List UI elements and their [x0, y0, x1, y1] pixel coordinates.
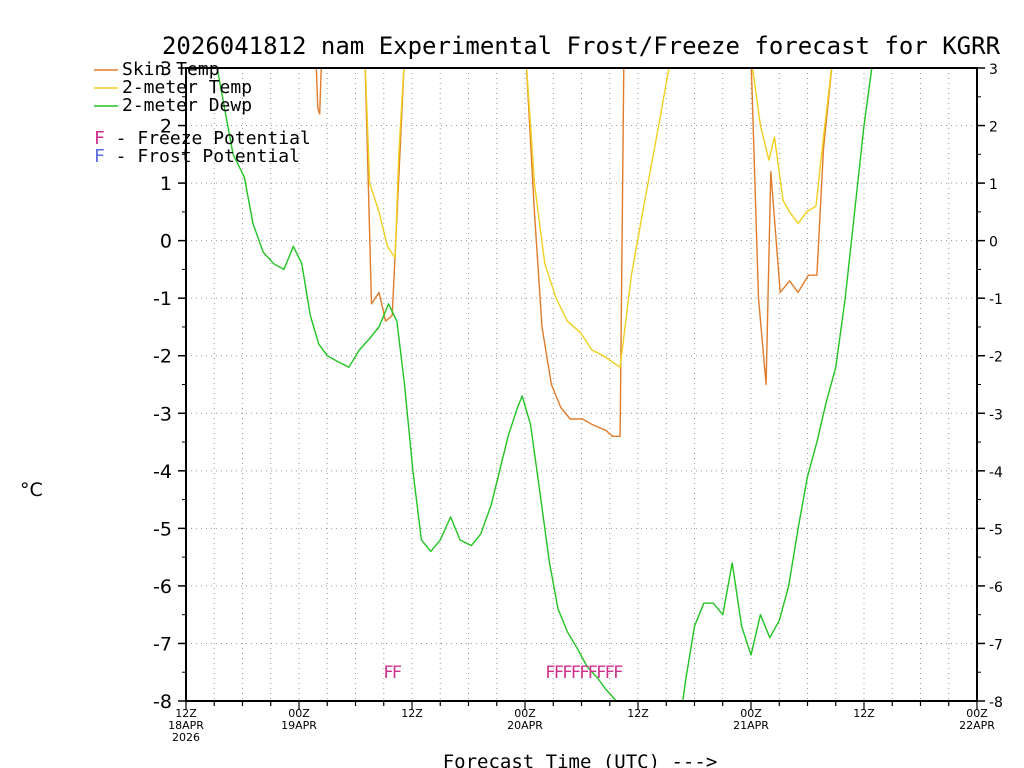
y-tick-label-right: -6	[989, 580, 1003, 596]
y-tick-label-right: -4	[989, 465, 1003, 481]
y-tick-label-left: 0	[160, 231, 172, 253]
x-tick-date: 22APR	[959, 719, 995, 732]
y-tick-label-left: -4	[153, 461, 172, 483]
freeze-marker: F	[613, 663, 623, 683]
legend-potential-label: F - Frost Potential	[94, 146, 300, 167]
y-tick-label-right: -8	[989, 695, 1003, 711]
freeze-marker: F	[588, 663, 598, 683]
x-tick-date: 19APR	[281, 719, 317, 732]
x-tick-label: 12Z	[175, 707, 197, 720]
legend-label: 2-meter Dewp	[122, 95, 252, 116]
2-meter-dewp-line	[216, 68, 873, 701]
y-tick-label-left: -6	[153, 576, 172, 598]
2-meter-temp-line	[364, 68, 833, 368]
y-tick-label-left: 2	[160, 116, 172, 138]
x-tick-label: 00Z	[966, 707, 988, 720]
legend-potential-label: F - Freeze Potential	[94, 128, 311, 149]
legend-potential-text: - Frost Potential	[105, 146, 300, 167]
series-lines	[216, 68, 873, 701]
plot-frame	[185, 67, 978, 702]
x-tick-label: 12Z	[401, 707, 423, 720]
y-axis-left: 3 2 1 0 -1 -2 -3 -4 -5 -6 -7 -8	[153, 58, 186, 713]
y-axis-right: 3 2 1 0 -1 -2 -3 -4 -5 -6 -7 -8	[977, 62, 1003, 711]
y-tick-label-right: -2	[989, 350, 1003, 366]
x-tick-label: 00Z	[740, 707, 762, 720]
y-tick-label-right: 1	[989, 177, 998, 193]
y-tick-label-left: 3	[160, 58, 172, 80]
freeze-marker: F	[383, 663, 393, 683]
freeze-marker: F	[392, 663, 402, 683]
y-tick-label-left: -2	[153, 346, 172, 368]
freeze-marker: F	[605, 663, 615, 683]
y-tick-label-right: -7	[989, 637, 1003, 653]
y-tick-label-right: -1	[989, 292, 1003, 308]
x-tick-label: 12Z	[853, 707, 875, 720]
legend-potential-letter: F	[94, 128, 105, 149]
y-tick-label-left: -7	[153, 633, 172, 655]
freeze-marker: F	[596, 663, 606, 683]
y-tick-label-right: 2	[989, 120, 998, 136]
legend-potential-letter: F	[94, 146, 105, 167]
y-tick-label-right: 3	[989, 62, 998, 78]
x-tick-date: 21APR	[733, 719, 769, 732]
x-tick-label: 00Z	[288, 707, 310, 720]
y-tick-label-right: 0	[989, 235, 998, 251]
x-tick-label: 00Z	[514, 707, 536, 720]
x-tick-year: 2026	[172, 731, 200, 744]
chart-title: 2026041812 nam Experimental Frost/Freeze…	[162, 32, 1001, 60]
freeze-marker: F	[562, 663, 572, 683]
freeze-marker: F	[579, 663, 589, 683]
x-tick-date: 18APR	[168, 719, 204, 732]
y-tick-label-right: -5	[989, 522, 1003, 538]
skin-temp-line	[315, 68, 833, 437]
y-axis-label: °C	[20, 479, 43, 501]
y-tick-label-left: -1	[153, 288, 172, 310]
y-tick-label-left: -5	[153, 518, 172, 540]
legend-label: Skin Temp	[122, 59, 220, 80]
y-tick-label-left: 1	[160, 173, 172, 195]
x-tick-label: 12Z	[627, 707, 649, 720]
y-tick-label-right: -3	[989, 407, 1003, 423]
freeze-marker: F	[554, 663, 564, 683]
legend-label: 2-meter Temp	[122, 77, 252, 98]
legend-potential-text: - Freeze Potential	[105, 128, 311, 149]
grid-lines	[186, 68, 977, 701]
freeze-marker: F	[545, 663, 555, 683]
freeze-marker: F	[571, 663, 581, 683]
x-axis-title: Forecast Time (UTC) --->	[443, 751, 718, 768]
y-tick-label-left: -3	[153, 403, 172, 425]
x-tick-date: 20APR	[507, 719, 543, 732]
y-tick-label-left: -8	[153, 691, 172, 713]
